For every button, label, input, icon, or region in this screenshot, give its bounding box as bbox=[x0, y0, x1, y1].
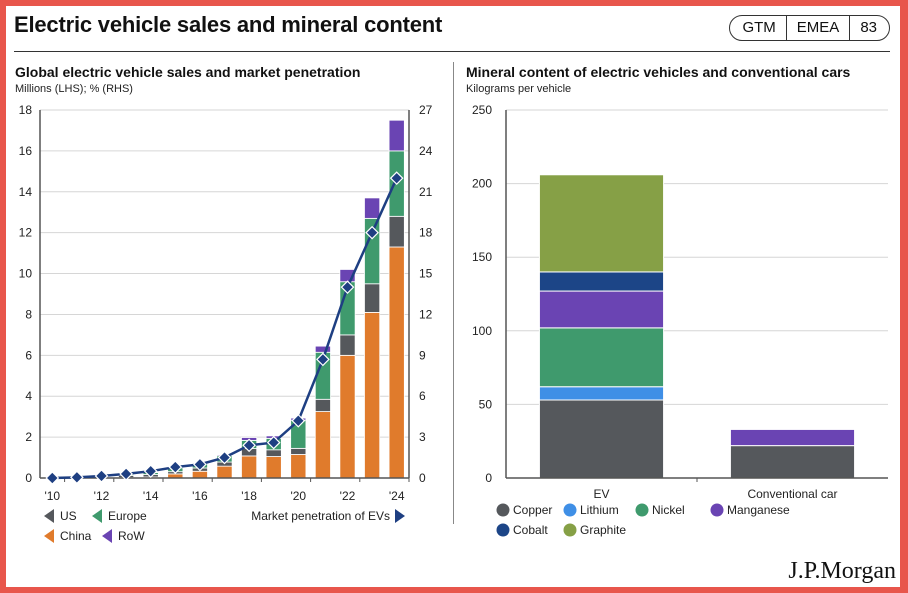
ev-sales-chart: 0246810121416180369121518212427'10'12'14… bbox=[19, 103, 433, 543]
legend-us-icon bbox=[44, 509, 54, 523]
y2-tick-label: 9 bbox=[419, 348, 426, 362]
legend-lithium-label: Lithium bbox=[580, 503, 619, 517]
legend-penetration-label: Market penetration of EVs bbox=[251, 509, 390, 523]
badge-page-number: 83 bbox=[849, 16, 889, 40]
x-tick-label: '16 bbox=[192, 489, 208, 503]
bar-manganese-conventional bbox=[729, 428, 856, 447]
penetration-point-2011 bbox=[70, 470, 84, 485]
mineral-content-chart: 0 50 100 150 200 250 EV Conventional car Copper L… bbox=[472, 103, 888, 537]
y-tick-label: 0 bbox=[485, 471, 492, 485]
y2-tick-label: 24 bbox=[419, 144, 433, 158]
penetration-point-2015 bbox=[168, 460, 183, 474]
legend-row-icon bbox=[102, 529, 112, 543]
legend-graphite-label: Graphite bbox=[580, 523, 626, 537]
legend-nickel-label: Nickel bbox=[652, 503, 685, 517]
y2-tick-label: 3 bbox=[419, 430, 426, 444]
y2-tick-label: 15 bbox=[419, 267, 433, 281]
bar-copper-conventional bbox=[729, 445, 856, 479]
penetration-point-2010 bbox=[45, 471, 60, 485]
badge-guide: GTM bbox=[742, 19, 776, 36]
legend-china-icon bbox=[44, 529, 54, 543]
right-chart-title: Mineral content of electric vehicles and… bbox=[466, 64, 851, 80]
y2-tick-label: 27 bbox=[419, 103, 433, 117]
panel-divider bbox=[453, 62, 454, 524]
y-tick-label: 10 bbox=[19, 267, 33, 281]
legend-china-label: China bbox=[60, 529, 92, 543]
header-divider bbox=[14, 51, 890, 52]
y-tick-label: 0 bbox=[25, 471, 32, 485]
x-tick-label: '14 bbox=[143, 489, 159, 503]
legend-us-label: US bbox=[60, 509, 77, 523]
left-chart-title: Global electric vehicle sales and market… bbox=[15, 64, 361, 80]
bar-manganese-ev bbox=[538, 290, 665, 329]
penetration-point-2014 bbox=[143, 464, 158, 479]
penetration-point-2022 bbox=[340, 280, 355, 295]
y-tick-label: 8 bbox=[25, 307, 32, 321]
x-tick-label: '18 bbox=[241, 489, 257, 503]
y-tick-label: 200 bbox=[472, 177, 492, 191]
bar-row-2023 bbox=[364, 197, 381, 219]
y-tick-label: 18 bbox=[19, 103, 33, 117]
penetration-point-2019 bbox=[266, 435, 281, 450]
y-tick-label: 4 bbox=[25, 389, 32, 403]
jpmorgan-logo: J.P.Morgan bbox=[788, 558, 896, 584]
legend-row-label: RoW bbox=[118, 529, 145, 543]
y2-tick-label: 12 bbox=[419, 307, 433, 321]
penetration-point-2017 bbox=[217, 450, 232, 465]
penetration-point-2018 bbox=[242, 438, 256, 453]
left-chart-subtitle: Millions (LHS); % (RHS) bbox=[15, 83, 133, 95]
y-tick-label: 6 bbox=[25, 348, 32, 362]
legend-cobalt-label: Cobalt bbox=[513, 523, 548, 537]
slide: Electric vehicle sales and mineral conte… bbox=[6, 6, 900, 587]
y-tick-label: 16 bbox=[19, 144, 33, 158]
bar-row-2024 bbox=[388, 119, 405, 152]
legend-copper-icon bbox=[496, 503, 510, 517]
section-badge: GTM EMEA 83 bbox=[729, 15, 890, 41]
x-tick-label: '10 bbox=[44, 489, 60, 503]
x-category-label: Conventional car bbox=[747, 487, 837, 501]
legend-lithium-icon bbox=[563, 503, 577, 517]
legend-europe-label: Europe bbox=[108, 509, 147, 523]
legend-penetration-icon bbox=[395, 509, 405, 523]
x-tick-label: '24 bbox=[389, 489, 405, 503]
penetration-point-2012 bbox=[94, 469, 109, 483]
bar-cobalt-ev bbox=[538, 271, 665, 292]
y2-tick-label: 18 bbox=[419, 226, 433, 240]
penetration-point-2024 bbox=[389, 171, 404, 185]
y-tick-label: 150 bbox=[472, 250, 492, 264]
y-tick-label: 50 bbox=[479, 397, 493, 411]
page-title: Electric vehicle sales and mineral conte… bbox=[14, 12, 443, 37]
legend-manganese-icon bbox=[710, 503, 724, 517]
penetration-point-2013 bbox=[119, 467, 133, 481]
legend-europe-icon bbox=[92, 509, 102, 523]
bar-nickel-ev bbox=[538, 327, 665, 388]
bar-graphite-ev bbox=[538, 174, 665, 273]
bar-copper-ev bbox=[538, 399, 665, 479]
penetration-point-2016 bbox=[193, 457, 207, 472]
y2-tick-label: 21 bbox=[419, 185, 433, 199]
legend-manganese-label: Manganese bbox=[727, 503, 790, 517]
penetration-point-2020 bbox=[291, 413, 306, 428]
y-tick-label: 100 bbox=[472, 324, 492, 338]
y-tick-label: 14 bbox=[19, 185, 33, 199]
penetration-point-2023 bbox=[365, 225, 379, 240]
penetration-point-2021 bbox=[316, 352, 330, 367]
right-chart-subtitle: Kilograms per vehicle bbox=[466, 83, 572, 95]
x-category-label: EV bbox=[593, 487, 609, 501]
y-tick-label: 12 bbox=[19, 226, 33, 240]
legend-graphite-icon bbox=[563, 523, 577, 537]
bar-row-2021 bbox=[314, 345, 331, 353]
x-tick-label: '12 bbox=[94, 489, 110, 503]
y-tick-label: 2 bbox=[25, 430, 32, 444]
badge-region: EMEA bbox=[785, 16, 850, 40]
y-tick-label: 250 bbox=[472, 103, 492, 117]
bar-lithium-ev bbox=[538, 386, 665, 401]
y2-tick-label: 0 bbox=[419, 471, 426, 485]
legend-nickel-icon bbox=[635, 503, 649, 517]
x-tick-label: '20 bbox=[290, 489, 306, 503]
legend-copper-label: Copper bbox=[513, 503, 552, 517]
x-tick-label: '22 bbox=[340, 489, 356, 503]
legend-cobalt-icon bbox=[496, 523, 510, 537]
y2-tick-label: 6 bbox=[419, 389, 426, 403]
